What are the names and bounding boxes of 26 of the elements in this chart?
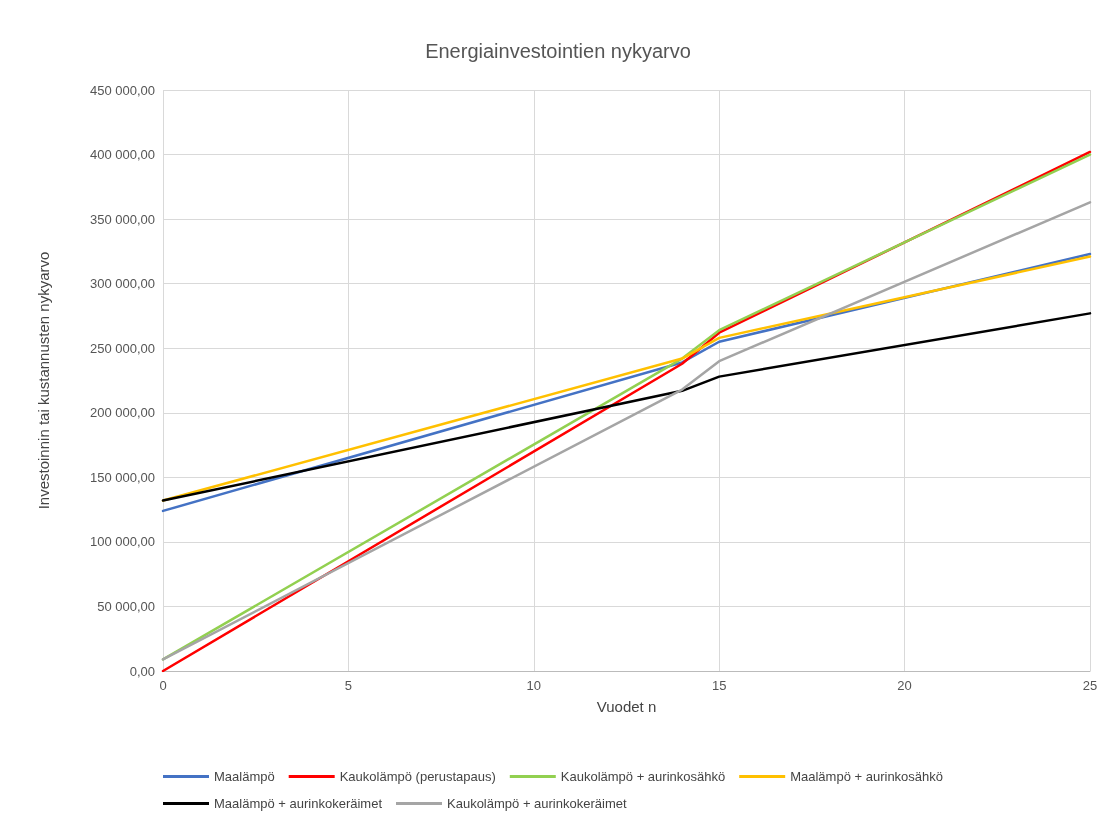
legend-label: Maalämpö + aurinkosähkö xyxy=(790,769,944,784)
line-series xyxy=(161,312,1092,502)
x-tick-label: 5 xyxy=(344,678,353,693)
x-tick-label: 0 xyxy=(159,678,167,693)
y-tick-label: 400 000,00 xyxy=(89,147,155,163)
legend-label: Kaukolämpö + aurinkokeräimet xyxy=(447,796,627,811)
x-tick-label: 25 xyxy=(1082,678,1098,693)
y-tick-label: 0,00 xyxy=(129,663,155,679)
y-tick-label: 100 000,00 xyxy=(89,534,155,550)
chart-title: Energiainvestointien nykyarvo xyxy=(425,40,691,62)
y-tick-label: 150 000,00 xyxy=(89,469,155,485)
x-axis-title: Vuodet n xyxy=(596,698,657,715)
legend-label: Maalämpö + aurinkokeräimet xyxy=(214,796,383,811)
legend-label: Kaukolämpö + aurinkosähkö xyxy=(560,769,726,784)
y-axis-title: Investoinnin tai kustannusten nykyarvo xyxy=(35,251,52,510)
y-tick-label: 200 000,00 xyxy=(89,405,155,421)
y-tick-label: 250 000,00 xyxy=(89,340,155,356)
y-tick-label: 450 000,00 xyxy=(89,82,155,98)
x-tick-label: 20 xyxy=(897,678,912,693)
legend-label: Kaukolämpö (perustapaus) xyxy=(339,769,496,784)
y-tick-label: 300 000,00 xyxy=(89,276,155,292)
y-tick-label: 50 000,00 xyxy=(97,598,155,614)
x-tick-label: 10 xyxy=(526,678,542,693)
x-tick-label: 15 xyxy=(711,678,727,693)
legend-label: Maalämpö xyxy=(214,769,275,784)
y-tick-label: 350 000,00 xyxy=(89,211,155,227)
